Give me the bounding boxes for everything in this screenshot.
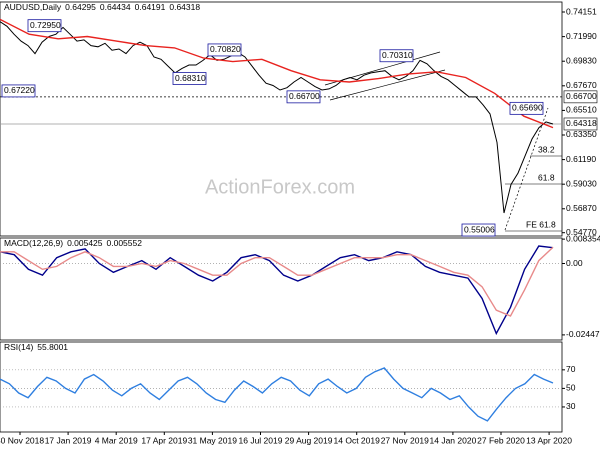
annotation-box — [27, 19, 62, 33]
y-tick-label: 0.56870 — [566, 203, 597, 213]
x-tick-label: 13 Apr 2020 — [526, 435, 572, 445]
x-tick-label: 27 Nov 2019 — [381, 435, 429, 445]
price-tag-box — [563, 117, 598, 131]
series-line — [0, 18, 554, 129]
panel-header: RSI(14) 55.8001 — [4, 342, 68, 352]
series-line — [0, 246, 554, 317]
series-line — [0, 21, 554, 214]
annotation: 0.70310 — [382, 50, 413, 60]
panel-frame — [0, 1, 563, 237]
x-tick-label: 14 Oct 2019 — [334, 435, 381, 445]
channel-line — [329, 69, 446, 101]
fib-label: 61.8 — [538, 172, 555, 182]
y-tick-label: 70 — [566, 364, 576, 374]
fib-line — [504, 107, 549, 231]
series-line — [0, 367, 554, 422]
x-tick-label: 17 Jan 2019 — [45, 435, 92, 445]
x-tick-label: 17 Apr 2019 — [141, 435, 187, 445]
annotation: 0.55006 — [464, 224, 495, 234]
annotation-box — [461, 223, 496, 237]
panel-frame — [0, 341, 563, 433]
annotation-box — [1, 84, 36, 98]
header-value: 0.005425 — [67, 238, 103, 248]
header-title: MACD(12,26,9) — [4, 238, 63, 248]
annotation: 0.70820 — [210, 44, 241, 54]
price-tag: 0.66700 — [566, 91, 597, 101]
panel-header: AUDUSD,Daily 0.64295 0.64434 0.64191 0.64318 — [4, 2, 200, 12]
y-tick-label: 0.54770 — [566, 227, 597, 237]
fib-label: 38.2 — [538, 144, 555, 154]
annotation: 0.66700 — [289, 91, 320, 101]
annotation-box — [379, 49, 414, 63]
y-tick-label: 50 — [566, 383, 576, 393]
x-tick-label: 14 Jan 2020 — [430, 435, 477, 445]
x-tick-label: 27 Feb 2020 — [477, 435, 525, 445]
x-tick-label: 29 Aug 2019 — [285, 435, 333, 445]
header-value: 55.8001 — [37, 342, 68, 352]
watermark: ActionForex.com — [205, 176, 355, 198]
y-tick-label: 0.63350 — [566, 129, 597, 139]
header-title: AUDUSD,Daily — [4, 2, 62, 12]
annotation-box — [286, 90, 321, 104]
annotation: 0.67220 — [4, 85, 35, 95]
y-tick-label: 0.008354 — [566, 233, 600, 243]
x-tick-label: 4 Mar 2019 — [95, 435, 138, 445]
header-value: 0.64295 — [65, 2, 96, 12]
annotation-box — [207, 43, 242, 57]
x-tick-label: 31 May 2019 — [188, 435, 237, 445]
y-tick-label: 0.59030 — [566, 178, 597, 188]
x-tick-label: 30 Nov 2018 — [0, 435, 44, 445]
header-value: 0.005552 — [107, 238, 143, 248]
fib-label: FE 61.8 — [526, 219, 556, 229]
price-tag: 0.64318 — [566, 118, 597, 128]
y-tick-label: 0.69830 — [566, 55, 597, 65]
header-value: 0.64318 — [169, 2, 200, 12]
annotation-box — [172, 72, 207, 85]
panel-frame — [0, 237, 563, 341]
panel-header: MACD(12,26,9) 0.005425 0.005552 — [4, 238, 142, 248]
header-title: RSI(14) — [4, 342, 33, 352]
y-tick-label: 0.67670 — [566, 80, 597, 90]
y-tick-label: -0.02447 — [566, 329, 600, 339]
y-tick-label: 0.00 — [566, 258, 583, 268]
header-value: 0.64434 — [100, 2, 131, 12]
x-tick-label: 16 Jul 2019 — [239, 435, 283, 445]
y-tick-label: 30 — [566, 401, 576, 411]
y-tick-label: 0.61190 — [566, 154, 596, 164]
header-value: 0.64191 — [135, 2, 166, 12]
annotation: 0.65690 — [512, 103, 543, 113]
series-line — [0, 245, 554, 336]
y-tick-label: 0.71990 — [566, 31, 597, 41]
price-tag-box — [563, 90, 598, 104]
annotation: 0.72950 — [30, 20, 61, 30]
annotation: 0.68310 — [175, 73, 206, 83]
y-tick-label: 0.74151 — [566, 6, 597, 16]
y-tick-label: 0.65510 — [566, 105, 597, 115]
annotation-box — [509, 101, 544, 115]
